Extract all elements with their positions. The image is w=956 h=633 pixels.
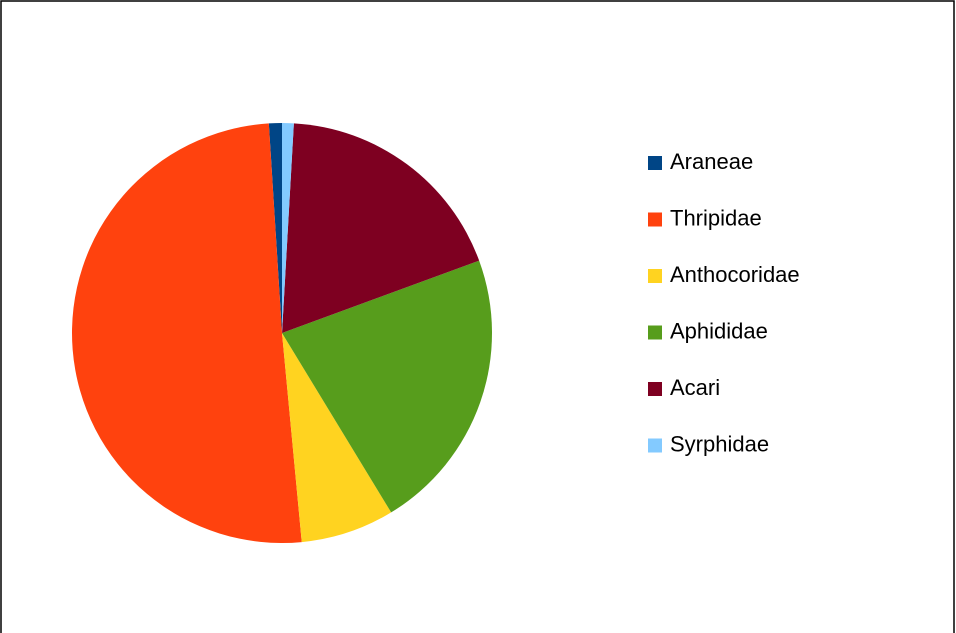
legend-swatch: [648, 156, 662, 170]
legend-label: Araneae: [670, 149, 753, 174]
pie-slice: [282, 260, 492, 513]
pie-slice: [71, 123, 302, 544]
legend-swatch: [648, 438, 662, 453]
legend-label: Syrphidae: [670, 431, 769, 456]
pie-slice: [282, 123, 294, 333]
pie-slice: [282, 123, 480, 333]
legend-label: Anthocoridae: [670, 262, 800, 287]
pie-slice: [282, 333, 392, 543]
legend-swatch: [648, 212, 662, 227]
legend-label: Thripidae: [670, 205, 762, 230]
pie-slice: [268, 123, 282, 333]
legend-label: Aphididae: [670, 318, 768, 343]
legend-swatch: [648, 382, 662, 396]
legend-label: Acari: [670, 375, 720, 400]
legend-swatch: [648, 325, 662, 340]
legend-swatch: [648, 269, 662, 283]
